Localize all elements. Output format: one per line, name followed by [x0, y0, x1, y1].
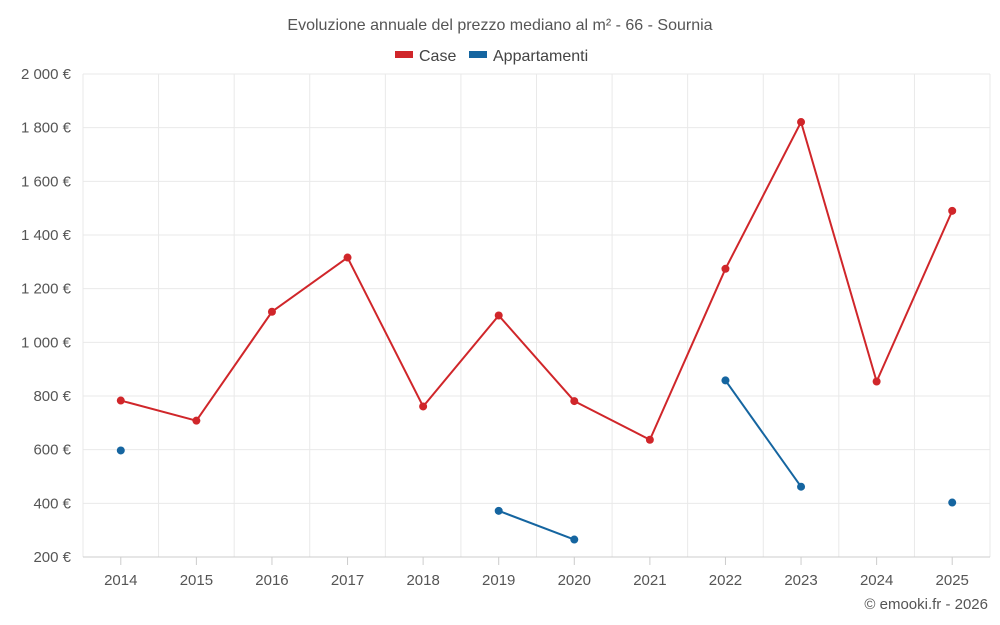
x-tick-label: 2022: [709, 572, 742, 589]
legend-item-case[interactable]: Case: [395, 48, 456, 65]
y-tick-label: 400 €: [33, 495, 71, 512]
x-tick-label: 2019: [482, 572, 515, 589]
x-tick-label: 2021: [633, 572, 666, 589]
credit-text: © emooki.fr - 2026: [864, 596, 988, 613]
series-line-appartamenti: [498, 509, 575, 541]
x-tick-label: 2014: [104, 572, 137, 589]
data-point-case-2022[interactable]: [721, 264, 730, 273]
y-tick-label: 600 €: [33, 442, 71, 459]
legend-item-appartamenti[interactable]: Appartamenti: [469, 48, 588, 65]
data-point-case-2015[interactable]: [192, 416, 201, 425]
data-point-case-2018[interactable]: [419, 402, 428, 411]
series-case: [116, 118, 957, 444]
data-point-appartamenti-2019[interactable]: [494, 506, 503, 515]
data-point-case-2024[interactable]: [872, 377, 881, 386]
x-tick-label: 2025: [936, 572, 969, 589]
x-tick-label: 2018: [406, 572, 439, 589]
legend-swatch-appartamenti: [469, 51, 487, 58]
series-line-appartamenti: [724, 379, 802, 488]
data-point-appartamenti-2022[interactable]: [721, 376, 730, 385]
x-tick-label: 2020: [558, 572, 591, 589]
x-tick-label: 2024: [860, 572, 893, 589]
x-tick-label: 2023: [784, 572, 817, 589]
data-point-appartamenti-2020[interactable]: [570, 535, 579, 544]
legend[interactable]: Case Appartamenti: [395, 48, 588, 65]
legend-swatch-case: [395, 51, 413, 58]
x-tick-label: 2015: [180, 572, 213, 589]
data-point-case-2016[interactable]: [267, 307, 276, 316]
x-tick-label: 2016: [255, 572, 288, 589]
y-tick-label: 1 400 €: [21, 227, 72, 244]
grid: [82, 73, 991, 557]
data-point-appartamenti-2023[interactable]: [797, 482, 806, 491]
legend-label-appartamenti: Appartamenti: [493, 48, 588, 65]
axes: 200 € 400 € 600 € 800 € 1 000 € 1 200 € 1 400 …: [21, 66, 990, 589]
data-point-case-2023[interactable]: [797, 118, 806, 127]
y-tick-label: 1 000 €: [21, 334, 72, 351]
data-point-case-2019[interactable]: [494, 311, 503, 320]
y-tick-label: 1 600 €: [21, 173, 72, 190]
x-tick-label: 2017: [331, 572, 364, 589]
series-line-case: [120, 121, 954, 441]
data-point-case-2020[interactable]: [570, 397, 579, 406]
data-point-case-2025[interactable]: [948, 206, 957, 215]
data-point-appartamenti-2014[interactable]: [116, 446, 125, 455]
y-tick-label: 1 800 €: [21, 120, 72, 137]
series-appartamenti: [116, 376, 957, 544]
series: [116, 118, 957, 544]
data-point-case-2014[interactable]: [116, 396, 125, 405]
data-point-case-2021[interactable]: [645, 435, 654, 444]
y-tick-label: 200 €: [33, 549, 71, 566]
data-point-case-2017[interactable]: [343, 253, 352, 262]
y-tick-label: 800 €: [33, 388, 71, 405]
y-tick-label: 1 200 €: [21, 281, 72, 298]
chart-title: Evoluzione annuale del prezzo mediano al…: [287, 17, 712, 34]
data-point-appartamenti-2025[interactable]: [948, 498, 957, 507]
y-tick-label: 2 000 €: [21, 66, 72, 83]
legend-label-case: Case: [419, 48, 456, 65]
